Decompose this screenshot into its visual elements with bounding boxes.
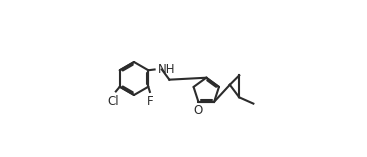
Text: NH: NH [159,63,176,76]
Text: F: F [148,95,154,108]
Text: O: O [193,104,202,117]
Text: Cl: Cl [108,95,119,108]
